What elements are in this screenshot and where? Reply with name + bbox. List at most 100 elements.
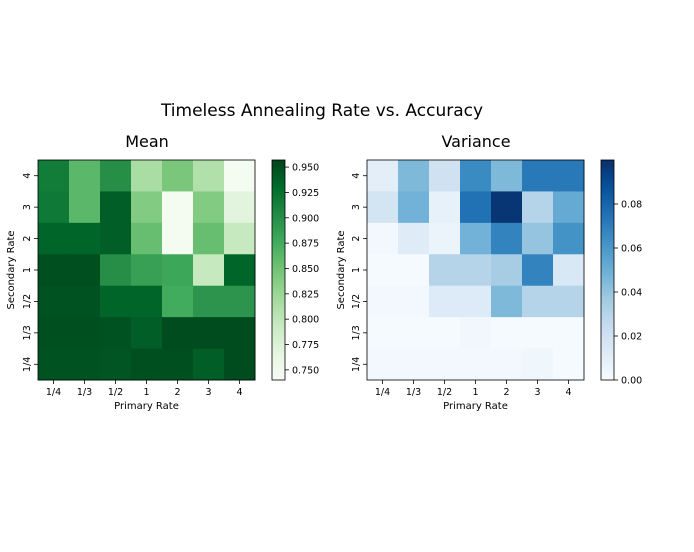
mean-cell — [100, 160, 132, 192]
mean-cell — [38, 191, 70, 224]
mean-colorbar-segment — [272, 244, 285, 247]
mean-x-tick-label: 1/2 — [108, 387, 123, 398]
variance-colorbar-segment — [601, 364, 614, 367]
variance-cell — [460, 222, 492, 255]
variance-colorbar-segment — [601, 196, 614, 199]
variance-colorbar-segment — [601, 176, 614, 179]
variance-colorbar-segment — [601, 192, 614, 195]
mean-colorbar-segment — [272, 270, 285, 273]
mean-x-tick-label: 1 — [143, 387, 149, 398]
mean-colorbar-segment — [272, 186, 285, 189]
variance-cell — [553, 254, 585, 287]
variance-cell — [491, 254, 523, 287]
variance-colorbar-segment — [601, 222, 614, 225]
mean-cell — [224, 317, 256, 350]
variance-colorbar-segment — [601, 216, 614, 219]
variance-colorbar-segment — [601, 206, 614, 209]
variance-colorbar-segment — [601, 372, 614, 375]
variance-colorbar-segment — [601, 250, 614, 253]
variance-colorbar-segment — [601, 360, 614, 363]
variance-colorbar-segment — [601, 266, 614, 269]
variance-colorbar-segment — [601, 300, 614, 303]
mean-x-axis-label: Primary Rate — [114, 401, 179, 412]
variance-colorbar-segment — [601, 164, 614, 167]
mean-colorbar-segment — [272, 354, 285, 357]
mean-x-tick-label: 1/3 — [77, 387, 92, 398]
mean-colorbar-segment — [272, 226, 285, 229]
mean-colorbar-segment — [272, 330, 285, 333]
mean-colorbar-segment — [272, 198, 285, 201]
variance-x-tick-label: 1/4 — [375, 387, 390, 398]
variance-cell — [553, 160, 585, 192]
mean-cell — [38, 348, 70, 381]
variance-cell — [367, 285, 399, 318]
mean-colorbar-segment — [272, 320, 285, 323]
mean-cell — [193, 348, 225, 381]
mean-cell — [193, 285, 225, 318]
variance-colorbar-segment — [601, 318, 614, 321]
mean-cell — [69, 160, 101, 192]
variance-colorbar-segment — [601, 336, 614, 339]
mean-colorbar-segment — [272, 342, 285, 345]
variance-colorbar-segment — [601, 264, 614, 267]
variance-colorbar-segment — [601, 328, 614, 331]
mean-colorbar-segment — [272, 222, 285, 225]
mean-colorbar-segment — [272, 260, 285, 263]
variance-colorbar-segment — [601, 332, 614, 335]
mean-x-tick-label: 2 — [174, 387, 180, 398]
variance-cell — [429, 285, 461, 318]
mean-colorbar-tick-label: 0.950 — [292, 163, 319, 174]
variance-cell — [429, 191, 461, 224]
variance-y-tick-label: 1/3 — [351, 325, 362, 340]
mean-colorbar-segment — [272, 306, 285, 309]
variance-colorbar-segment — [601, 362, 614, 365]
mean-cell — [100, 254, 132, 287]
variance-colorbar-segment — [601, 374, 614, 377]
variance-colorbar-segment — [601, 166, 614, 169]
mean-cell — [131, 317, 163, 350]
mean-x-tick-label: 1/4 — [46, 387, 61, 398]
variance-colorbar-frame — [600, 159, 615, 381]
mean-cell — [100, 222, 132, 255]
variance-cell — [522, 317, 554, 350]
variance-colorbar-segment — [601, 242, 614, 245]
mean-colorbar-segment — [272, 214, 285, 217]
mean-colorbar-segment — [272, 360, 285, 363]
variance-colorbar-segment — [601, 252, 614, 255]
variance-colorbar-segment — [601, 202, 614, 205]
mean-colorbar-segment — [272, 256, 285, 259]
mean-colorbar-segment — [272, 178, 285, 181]
variance-colorbar-segment — [601, 316, 614, 319]
mean-colorbar-segment — [272, 366, 285, 369]
variance-cell — [367, 348, 399, 381]
mean-colorbar-segment — [272, 276, 285, 279]
mean-colorbar-segment — [272, 258, 285, 261]
figure-title: Timeless Annealing Rate vs. Accuracy — [160, 101, 483, 121]
mean-colorbar-segment — [272, 250, 285, 253]
variance-colorbar-segment — [601, 344, 614, 347]
variance-colorbar-segment — [601, 346, 614, 349]
mean-colorbar-segment — [272, 242, 285, 245]
variance-colorbar-segment — [601, 356, 614, 359]
variance-colorbar-segment — [601, 350, 614, 353]
variance-cell — [460, 191, 492, 224]
variance-cell — [429, 222, 461, 255]
variance-colorbar-tick-label: 0.06 — [621, 244, 642, 255]
mean-colorbar-segment — [272, 338, 285, 341]
mean-cell — [224, 160, 256, 192]
variance-colorbar-segment — [601, 232, 614, 235]
variance-cell — [460, 160, 492, 192]
variance-colorbar-segment — [601, 358, 614, 361]
variance-cell — [367, 254, 399, 287]
variance-colorbar-segment — [601, 220, 614, 223]
mean-colorbar-segment — [272, 264, 285, 267]
mean-colorbar-segment — [272, 378, 285, 381]
variance-cell — [553, 317, 585, 350]
mean-colorbar-segment — [272, 248, 285, 251]
mean-colorbar-tick-label: 0.875 — [292, 239, 319, 250]
variance-colorbar-segment — [601, 188, 614, 191]
mean-cell — [224, 191, 256, 224]
mean-colorbar-segment — [272, 288, 285, 291]
mean-colorbar-segment — [272, 230, 285, 233]
mean-title: Mean — [125, 132, 169, 151]
